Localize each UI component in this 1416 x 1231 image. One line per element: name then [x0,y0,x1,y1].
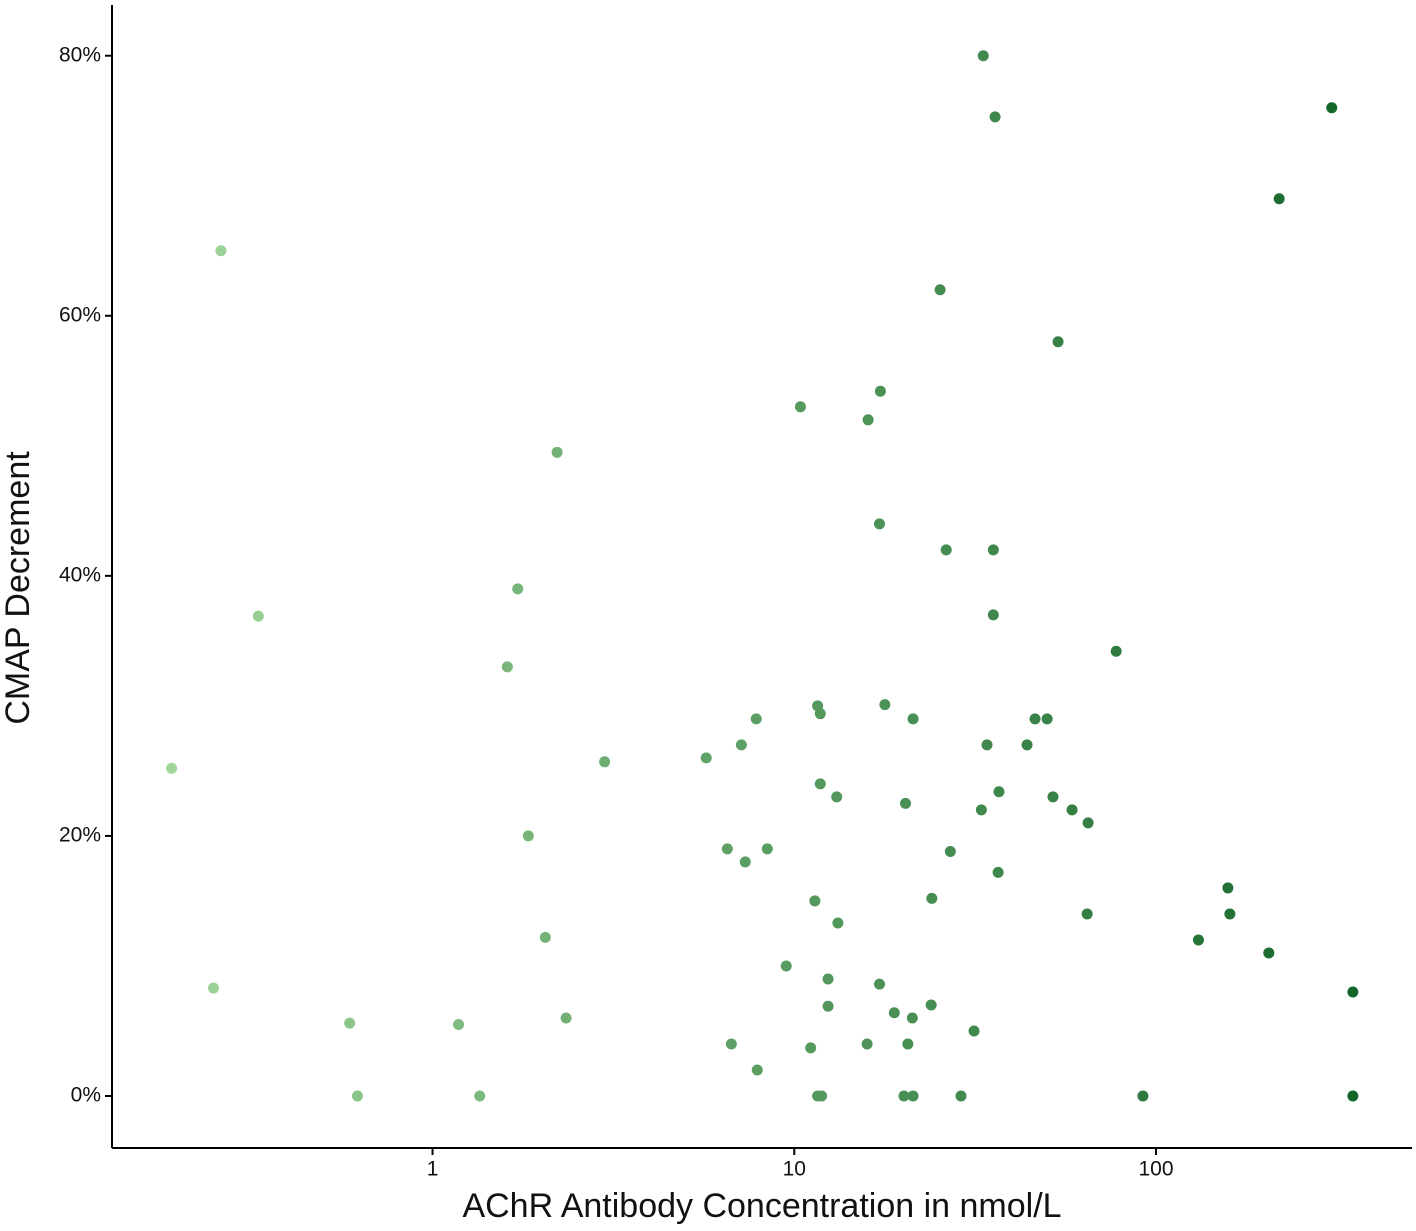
point [873,518,885,530]
point [1066,804,1078,816]
point [987,544,999,556]
point [822,1000,834,1012]
point [888,1007,900,1019]
point [1021,739,1033,751]
point [902,1038,914,1050]
point [1347,986,1359,998]
point [599,756,611,768]
y-tick-label: 0% [71,1084,101,1107]
point [987,609,999,621]
point [898,1090,910,1102]
y-tick-label: 40% [59,563,101,586]
point [816,1090,828,1102]
point [1263,947,1275,959]
y-axis-title: CMAP Decrement [0,451,37,725]
x-tick-label: 100 [1139,1158,1174,1181]
point [551,446,563,458]
point [560,1012,572,1024]
point [861,1038,873,1050]
point [474,1090,486,1102]
point [794,401,806,413]
point [1222,882,1234,894]
point [975,804,987,816]
point [873,978,885,990]
point [832,917,844,929]
point [907,713,919,725]
point [780,960,792,972]
point [900,797,912,809]
point [1192,934,1204,946]
point [944,846,956,858]
point [1326,102,1338,114]
point [751,1064,763,1076]
point [512,583,524,595]
point [925,999,937,1011]
point [739,856,751,868]
point [879,699,891,711]
point [1273,193,1285,205]
point [862,414,874,426]
point [750,713,762,725]
point [981,739,993,751]
point [1052,336,1064,348]
point [344,1017,356,1029]
point [940,544,952,556]
x-tick-label: 10 [783,1158,806,1181]
point [989,111,1001,123]
point [351,1090,363,1102]
point [501,661,513,673]
point [1082,817,1094,829]
point [814,778,826,790]
point [539,931,551,943]
point [761,843,773,855]
point [906,1012,918,1024]
point [809,895,821,907]
point [926,892,938,904]
y-tick-label: 20% [59,823,101,846]
point [1081,908,1093,920]
point [814,708,826,720]
point [700,752,712,764]
point [993,786,1005,798]
point [1347,1090,1359,1102]
x-axis-title: AChR Antibody Concentration in nmol/L [462,1187,1061,1225]
point [992,866,1004,878]
point [1041,713,1053,725]
point [252,610,264,622]
point [874,385,886,397]
point [207,982,219,994]
point [721,843,733,855]
point [1047,791,1059,803]
point [522,830,534,842]
point [907,1090,919,1102]
point [453,1018,465,1030]
point [1110,645,1122,657]
x-tick-label: 1 [427,1158,439,1181]
point [1224,908,1236,920]
point [215,245,227,257]
point [934,284,946,296]
point [805,1042,817,1054]
point [977,50,989,62]
point [968,1025,980,1037]
point [1029,713,1041,725]
point [955,1090,967,1102]
point [725,1038,737,1050]
point [822,973,834,985]
point [1137,1090,1149,1102]
y-tick-label: 80% [59,43,101,66]
point [166,762,178,774]
y-tick-label: 60% [59,303,101,326]
point [831,791,843,803]
point [735,739,747,751]
